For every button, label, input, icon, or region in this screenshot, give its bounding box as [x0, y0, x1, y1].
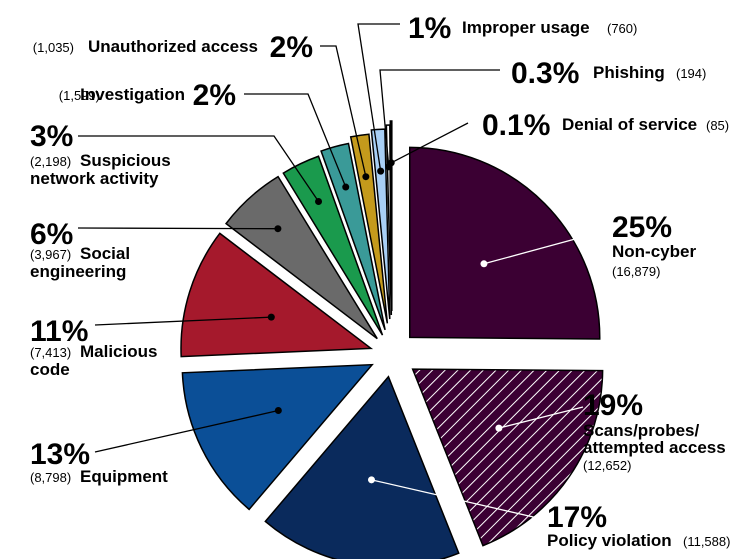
slice-name-label: attempted access [583, 438, 726, 457]
pie-slice [264, 375, 460, 559]
slice-count-label: (1,599) [59, 88, 100, 103]
leader-line [357, 23, 400, 172]
leader-line [94, 316, 272, 326]
slice-name-label: engineering [30, 262, 126, 281]
pie-slice [320, 142, 386, 331]
slice-count-label: (11,588) [683, 534, 730, 549]
pie-slice [225, 175, 378, 340]
slice-count-label: (1,035) [33, 40, 74, 55]
slice-percent-label: 19% [583, 389, 643, 422]
leader-line [244, 93, 347, 188]
slice-name-label: Scans/probes/ [583, 421, 699, 440]
slice-percent-label: 6% [30, 218, 73, 251]
leader-dot [387, 159, 395, 167]
leader-dot [342, 183, 350, 191]
leader-line [498, 406, 584, 429]
leader-line [483, 228, 613, 265]
slice-name-label: Policy violation [547, 531, 672, 550]
leader-line [379, 69, 500, 167]
leader-line [78, 135, 320, 202]
slice-percent-label: 17% [547, 501, 607, 534]
leader-dot [274, 407, 282, 415]
slice-percent-label: 13% [30, 438, 90, 471]
slice-name-label: network activity [30, 169, 159, 188]
slice-percent-label: 1% [408, 12, 451, 45]
slice-count-label: (8,798) [30, 470, 71, 485]
slice-count-label: (7,413) [30, 345, 71, 360]
slice-count-label: (12,652) [583, 458, 631, 473]
slice-name-label: Improper usage [462, 18, 590, 37]
slice-percent-label: 11% [30, 315, 88, 348]
slice-name-label: Suspicious [80, 151, 171, 170]
slice-name-label: Denial of service [562, 115, 697, 134]
slice-count-label: (85) [706, 118, 729, 133]
slice-percent-label: 0.1% [482, 109, 550, 142]
slice-name-label: Equipment [80, 467, 168, 486]
slice-count-label: (194) [676, 66, 706, 81]
pie-slice [282, 155, 384, 336]
slice-name-label: Phishing [593, 63, 665, 82]
leader-dot [377, 167, 385, 175]
pie-slice [349, 133, 389, 324]
leader-line [94, 409, 279, 453]
leader-dot [315, 197, 323, 205]
leader-dot [367, 476, 375, 484]
pie-slice [411, 368, 604, 547]
slice-percent-label: 2% [193, 79, 236, 112]
leader-line [77, 227, 278, 230]
leader-dot [495, 424, 503, 432]
pie-slice [408, 146, 601, 340]
slice-percent-label: 2% [270, 31, 313, 64]
slice-percent-label: 3% [30, 120, 73, 153]
pie-slice [180, 232, 374, 358]
leader-dot [274, 225, 282, 233]
slice-count-label: (2,198) [30, 154, 71, 169]
slice-count-label: (760) [607, 21, 637, 36]
leader-line [320, 45, 367, 177]
slice-name-label: Investigation [80, 85, 185, 104]
leader-line [390, 122, 469, 164]
slice-name-label: code [30, 360, 70, 379]
leader-dot [362, 173, 370, 181]
slice-percent-label: 0.3% [511, 57, 579, 90]
slice-percent-label: 25% [612, 211, 672, 244]
slice-name-label: Non-cyber [612, 242, 696, 261]
leader-dot [480, 260, 488, 268]
pie-slice [181, 363, 374, 511]
slice-count-label: (3,967) [30, 247, 71, 262]
leader-line [371, 479, 543, 520]
slice-name-label: Malicious [80, 342, 157, 361]
leader-dot [267, 313, 275, 321]
slice-name-label: Unauthorized access [88, 37, 258, 56]
slice-count-label: (16,879) [612, 264, 660, 279]
slice-name-label: Social [80, 244, 130, 263]
